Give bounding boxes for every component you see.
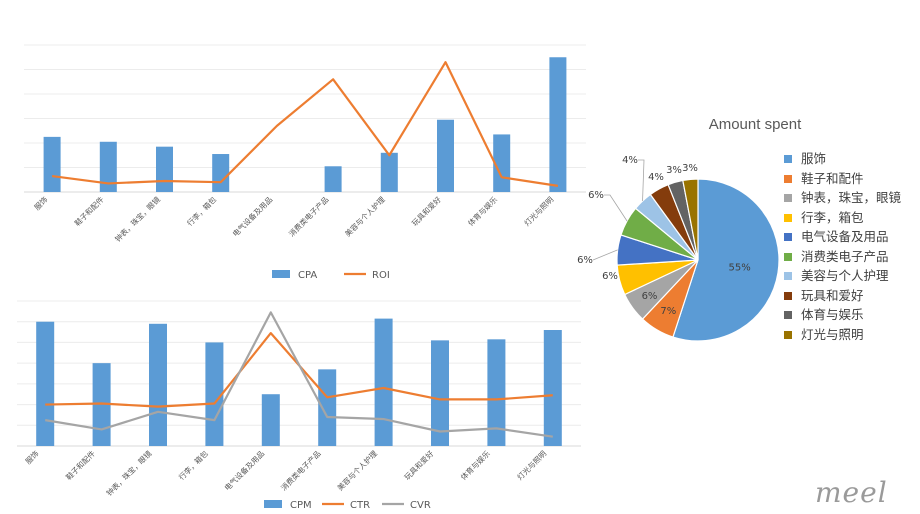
pie-data-label: 6% xyxy=(642,291,658,302)
legend-label: 服饰 xyxy=(801,151,827,166)
legend-label-ctr: CTR xyxy=(350,500,370,511)
legend-swatch xyxy=(784,155,792,163)
legend-swatch xyxy=(784,252,792,261)
bar-cpm xyxy=(487,339,506,446)
legend-swatch xyxy=(784,233,792,241)
legend-item: 钟表，珠宝，眼镜 xyxy=(784,188,901,208)
legend-label: 鞋子和配件 xyxy=(801,170,864,186)
pie-data-label: 4% xyxy=(622,155,638,166)
legend-item: 美容与个人护理 xyxy=(784,266,901,286)
x-tick-label: 灯光与照明 xyxy=(515,448,549,482)
pie-slice xyxy=(634,193,699,261)
pie-slice xyxy=(682,178,699,261)
pie-data-label: 7% xyxy=(660,306,676,317)
bar-cpm xyxy=(261,394,280,446)
legend-label: 玩具和爱好 xyxy=(801,287,864,303)
x-tick-label: 行李，箱包 xyxy=(176,448,210,482)
pie-slice xyxy=(616,234,699,266)
legend-label: 体育与娱乐 xyxy=(801,307,864,322)
bar-cpm xyxy=(149,323,167,446)
pie-data-label: 4% xyxy=(648,172,664,183)
line-roi xyxy=(51,61,559,187)
x-tick-label: 钟表，珠宝，眼镜 xyxy=(104,448,154,498)
pie-data-label: 3% xyxy=(666,165,682,176)
pie-slice xyxy=(672,178,780,342)
legend-swatch-cpa xyxy=(272,270,290,278)
legend-item: 消费类电子产品 xyxy=(784,247,901,267)
legend-label: 行李，箱包 xyxy=(801,209,864,225)
pie-data-label: 6% xyxy=(602,271,618,282)
bar-cpa xyxy=(380,152,398,192)
x-tick-label: 消费类电子产品 xyxy=(278,448,322,492)
bar-cpm xyxy=(431,340,449,446)
bar-cpa xyxy=(324,166,342,192)
pie-data-label: 55% xyxy=(728,263,750,274)
legend-swatch xyxy=(784,330,792,339)
legend-item: 电气设备及用品 xyxy=(784,227,901,247)
legend-label: 美容与个人护理 xyxy=(801,268,889,283)
bar-cpm xyxy=(374,318,393,446)
pie-slice xyxy=(667,179,699,261)
legend-swatch-cpm xyxy=(264,500,282,508)
line-ctr xyxy=(45,332,553,408)
pie-leader-line xyxy=(604,194,628,222)
legend-item: 鞋子和配件 xyxy=(784,169,901,189)
legend-label-roi: ROI xyxy=(372,270,390,281)
legend-swatch xyxy=(784,291,792,300)
meel-logo: meel xyxy=(815,476,888,509)
x-tick-label: 服饰 xyxy=(23,448,41,466)
x-tick-label: 鞋子和配件 xyxy=(63,448,97,482)
pie-legend: 服饰鞋子和配件钟表，珠宝，眼镜 行李，箱包电气设备及用品 消费类电子产品 美容与个人护… xyxy=(784,149,901,344)
legend-label-cvr: CVR xyxy=(410,500,431,511)
x-tick-label: 玩具和爱好 xyxy=(402,448,436,482)
pie-slice xyxy=(649,183,699,261)
legend-label: 灯光与照明 xyxy=(801,326,864,342)
legend-item: 行李，箱包 xyxy=(784,208,901,228)
pie-slice xyxy=(623,259,699,320)
legend-label: 消费类电子产品 xyxy=(801,248,889,264)
bar-cpm xyxy=(318,369,337,446)
bar-cpa xyxy=(43,136,61,192)
legend-swatch xyxy=(784,311,792,319)
pie-data-label: 3% xyxy=(682,163,698,174)
x-tick-label: 美容与个人护理 xyxy=(335,448,380,493)
legend-swatch xyxy=(784,194,792,202)
bar-cpm xyxy=(543,330,562,446)
pie-title: Amount spent xyxy=(708,116,802,133)
legend-swatch xyxy=(784,213,792,222)
legend-label: 钟表，珠宝，眼镜 xyxy=(801,190,902,205)
bar-cpm xyxy=(36,321,55,446)
x-tick-label: 体育与娱乐 xyxy=(458,448,492,482)
legend-label-cpa: CPA xyxy=(298,270,317,281)
x-tick-label: 电气设备及用品 xyxy=(222,448,266,492)
legend-swatch xyxy=(784,174,792,183)
legend-item: 体育与娱乐 xyxy=(784,305,901,325)
pie-slice xyxy=(641,259,699,338)
bar-cpa xyxy=(99,141,117,192)
cpa-roi-chart: 服饰 鞋子和配件 钟表，珠宝，眼镜 行李，箱包 电气设备及用品 消费类电子产品 美容与个人护… xyxy=(24,44,586,281)
cpm-ctr-cvr-chart: 服饰 鞋子和配件 钟表，珠宝，眼镜 行李，箱包 电气设备及用品 消费类电子产品 美容与个人护… xyxy=(17,300,581,511)
pie-slice xyxy=(620,207,699,261)
bar-cpa xyxy=(549,57,567,192)
legend-item: 玩具和爱好 xyxy=(784,286,901,306)
legend-item: 服饰 xyxy=(784,149,901,169)
legend-label-cpm: CPM xyxy=(290,500,312,511)
legend-swatch xyxy=(784,272,792,280)
legend-label: 电气设备及用品 xyxy=(801,229,889,244)
pie-slice xyxy=(616,259,699,296)
bar-cpa xyxy=(437,119,454,192)
line-cvr xyxy=(45,311,553,438)
legend-item: 灯光与照明 xyxy=(784,325,901,345)
pie-leader-line xyxy=(638,159,645,201)
